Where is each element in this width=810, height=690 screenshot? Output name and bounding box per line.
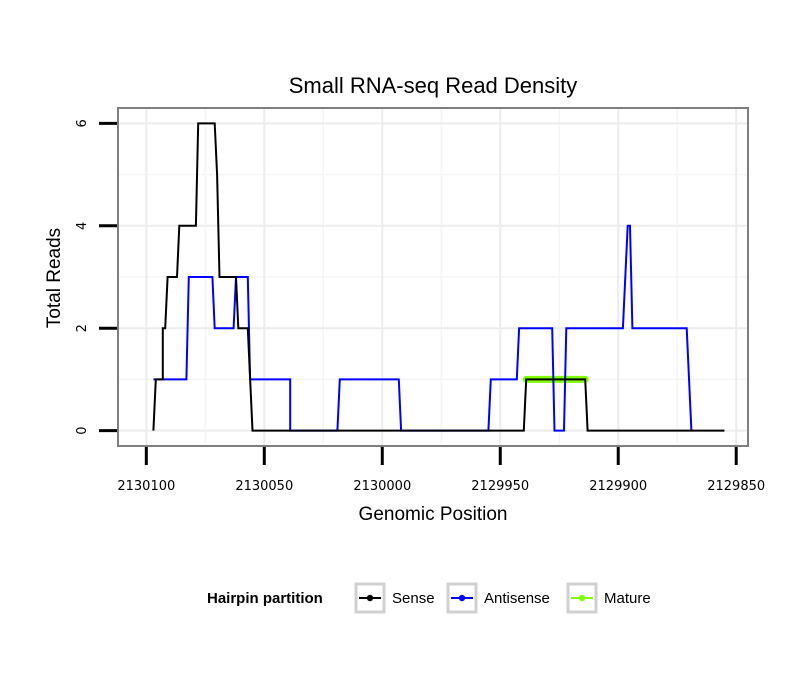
y-tick-label: 0 <box>75 426 90 434</box>
grid-layer <box>118 108 748 446</box>
legend-key-point-mature <box>578 594 586 602</box>
x-tick-label: 2129850 <box>707 479 765 494</box>
y-axis: 0 2 4 6 <box>75 119 117 435</box>
x-tick-label: 2129950 <box>471 479 529 494</box>
series-layer <box>152 122 725 432</box>
x-tick-label: 2130100 <box>117 479 175 494</box>
x-axis-title: Genomic Position <box>359 504 508 525</box>
y-axis-title: Total Reads <box>44 228 65 328</box>
plot-border <box>117 107 749 447</box>
chart-title: Small RNA-seq Read Density <box>289 73 578 98</box>
legend-label-sense: Sense <box>392 590 435 607</box>
legend: Hairpin partition Sense Antisense Mature <box>207 582 651 614</box>
x-axis: 2130100 2130050 2130000 2129950 2129900 21298… <box>117 447 765 494</box>
y-tick-label: 2 <box>75 324 90 332</box>
y-tick-label: 6 <box>75 119 90 127</box>
legend-key-point-sense <box>366 594 374 602</box>
legend-key-point-antisense <box>458 594 466 602</box>
y-tick-label: 4 <box>75 222 90 230</box>
legend-title: Hairpin partition <box>207 590 323 607</box>
x-tick-label: 2130000 <box>353 479 411 494</box>
series-line-sense <box>152 122 725 432</box>
legend-label-antisense: Antisense <box>484 590 550 607</box>
x-tick-label: 2129900 <box>589 479 647 494</box>
x-tick-label: 2130050 <box>235 479 293 494</box>
legend-label-mature: Mature <box>604 590 651 607</box>
